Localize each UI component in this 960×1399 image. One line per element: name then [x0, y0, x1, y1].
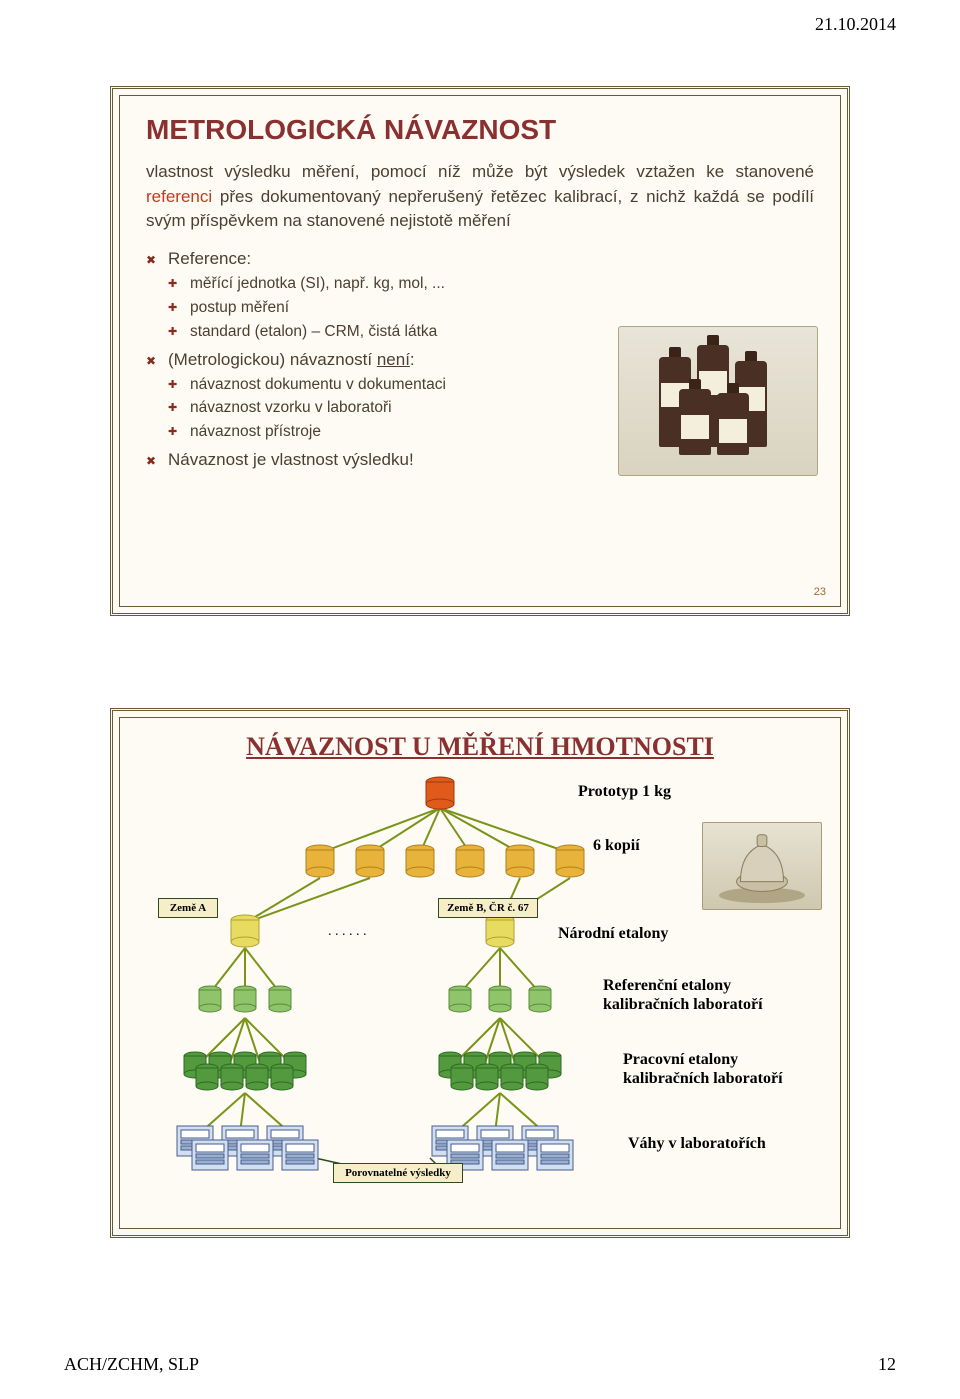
- intro-post: přes dokumentovaný nepřerušený řetězec k…: [146, 187, 814, 231]
- slide1-number: 23: [814, 586, 826, 598]
- not-heading: (Metrologickou) návazností není: návazno…: [146, 349, 576, 444]
- reference-label: Reference:: [168, 249, 251, 268]
- label-dots: . . . . . .: [328, 924, 367, 941]
- label-working-standards: Pracovní etalony kalibračních laboratoří: [623, 1050, 823, 1088]
- not-underline: není: [377, 350, 410, 369]
- label-scales: Váhy v laboratořích: [628, 1134, 766, 1153]
- not-item-1: návaznost vzorku v laboratoři: [168, 398, 576, 419]
- intro-ref: referenci: [146, 187, 212, 206]
- label-copies: 6 kopií: [593, 836, 640, 855]
- slide2-title: NÁVAZNOST U MĚŘENÍ HMOTNOSTI: [138, 732, 822, 762]
- reference-heading: Reference: měřící jednotka (SI), např. k…: [146, 248, 576, 343]
- weight-photo: [702, 822, 822, 910]
- slide-1: METROLOGICKÁ NÁVAZNOST vlastnost výsledk…: [110, 86, 850, 616]
- slide-1-inner: METROLOGICKÁ NÁVAZNOST vlastnost výsledk…: [119, 95, 841, 607]
- conclusion: Návaznost je vlastnost výsledku!: [146, 449, 576, 472]
- slide-2: NÁVAZNOST U MĚŘENÍ HMOTNOSTI: [110, 708, 850, 1238]
- label-prototype: Prototyp 1 kg: [578, 782, 671, 801]
- not-item-0: návaznost dokumentu v dokumentaci: [168, 375, 576, 396]
- page-date: 21.10.2014: [815, 14, 896, 35]
- traceability-diagram: Prototyp 1 kg 6 kopií Země A Země B, ČR …: [138, 768, 822, 1198]
- box-country-a: Země A: [158, 898, 218, 918]
- intro-pre: vlastnost výsledku měření, pomocí níž mů…: [146, 162, 814, 181]
- bottles-photo: [618, 326, 818, 476]
- not-colon: :: [410, 350, 415, 369]
- slide-2-inner: NÁVAZNOST U MĚŘENÍ HMOTNOSTI: [119, 717, 841, 1229]
- box-country-b: Země B, ČR č. 67: [438, 898, 538, 918]
- ref-item-0: měřící jednotka (SI), např. kg, mol, ...: [168, 274, 576, 295]
- label-reference-standards: Referenční etalony kalibračních laborato…: [603, 976, 803, 1014]
- ref-item-1: postup měření: [168, 298, 576, 319]
- footer-left: ACH/ZCHM, SLP: [64, 1354, 199, 1375]
- slide1-intro: vlastnost výsledku měření, pomocí níž mů…: [146, 160, 814, 234]
- slide1-title: METROLOGICKÁ NÁVAZNOST: [146, 114, 814, 146]
- not-item-2: návaznost přístroje: [168, 422, 576, 443]
- box-comparable-results: Porovnatelné výsledky: [333, 1163, 463, 1183]
- ref-item-2: standard (etalon) – CRM, čistá látka: [168, 322, 576, 343]
- not-label: (Metrologickou) návazností: [168, 350, 377, 369]
- footer-page-number: 12: [878, 1354, 896, 1375]
- label-national: Národní etalony: [558, 924, 668, 943]
